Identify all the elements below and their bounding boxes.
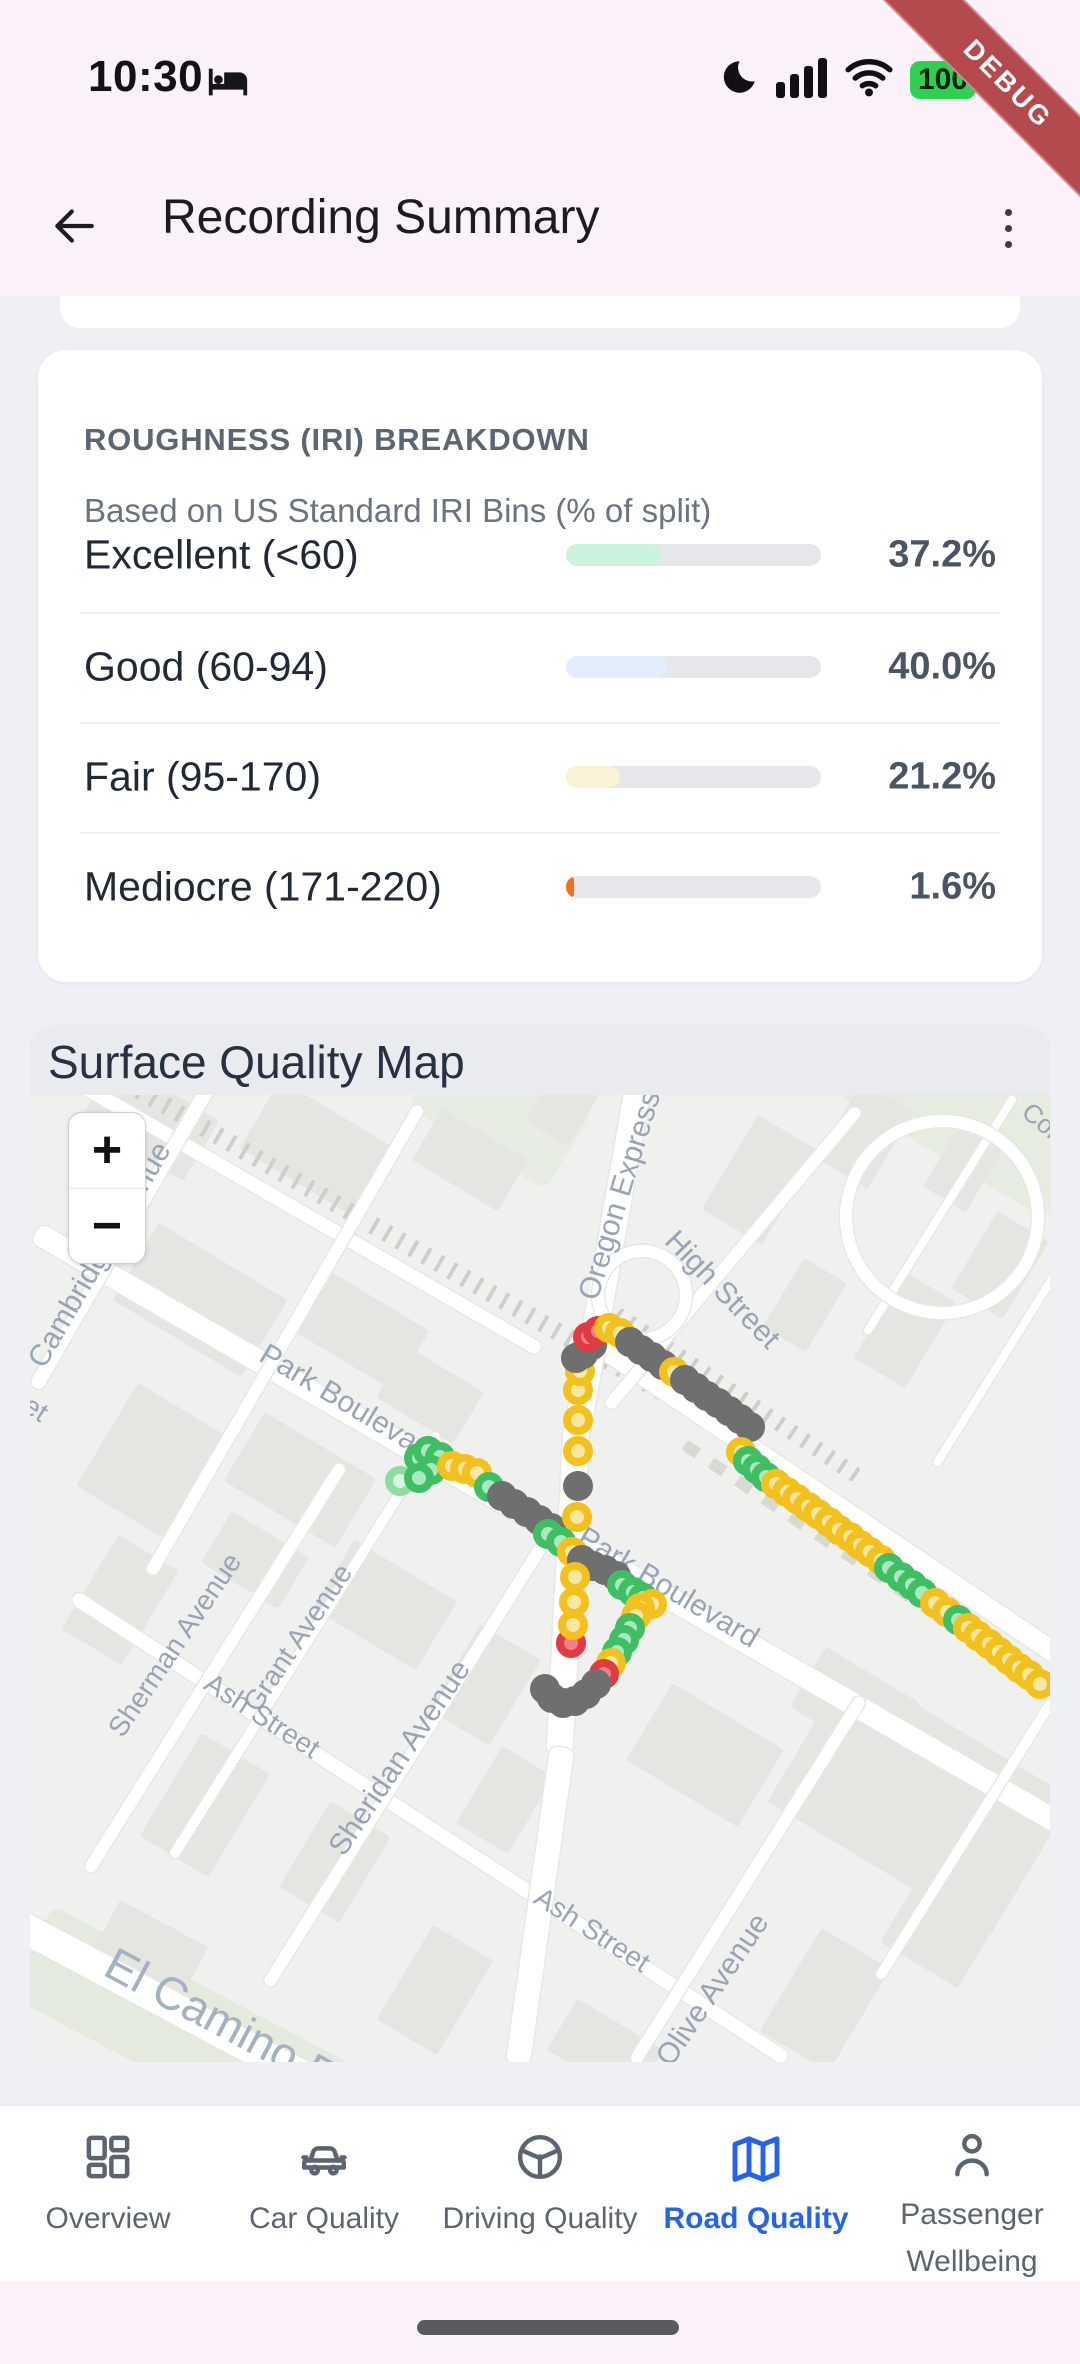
row-divider: [80, 722, 1000, 724]
map-building: [759, 1927, 891, 2062]
roughness-card-title: ROUGHNESS (IRI) BREAKDOWN: [84, 422, 590, 457]
route-point: [1025, 1669, 1050, 1699]
page-title: Recording Summary: [162, 191, 600, 244]
map-building: [76, 1382, 224, 1538]
bin-value: 40.0%: [888, 645, 996, 688]
nav-item-road-quality[interactable]: Road Quality: [648, 2106, 864, 2281]
roughness-row-mediocre: Mediocre (171-220) 1.6%: [84, 832, 996, 942]
do-not-disturb-moon-icon: [718, 56, 760, 103]
nav-item-driving-quality[interactable]: Driving Quality: [432, 2106, 648, 2281]
route-point: [562, 1502, 592, 1532]
overflow-menu-button[interactable]: [988, 198, 1028, 258]
route-point: [558, 1610, 588, 1640]
zoom-out-button[interactable]: −: [91, 1196, 123, 1255]
street-label: Park Boulevard: [571, 1520, 765, 1655]
map-zoom-controls: + −: [68, 1112, 146, 1264]
surface-quality-map[interactable]: Park Boulevard Park Boulevard Oregon Expre…: [30, 1095, 1050, 2062]
bedtime-mode-icon: [205, 62, 251, 107]
clock: 10:30: [88, 52, 204, 101]
bin-value: 1.6%: [909, 865, 996, 908]
map-title: Surface Quality Map: [48, 1036, 465, 1088]
wifi-icon: [844, 56, 894, 103]
roughness-row-excellent: Excellent (<60) 37.2%: [84, 500, 996, 610]
zoom-in-button[interactable]: +: [69, 1113, 145, 1189]
route-point: [404, 1463, 434, 1493]
street-label: Sheridan Avenue: [322, 1653, 478, 1862]
route-point: [563, 1436, 593, 1466]
row-divider: [80, 832, 1000, 834]
roughness-row-fair: Fair (95-170) 21.2%: [84, 722, 996, 832]
roughness-breakdown-card: ROUGHNESS (IRI) BREAKDOWN Based on US St…: [38, 350, 1042, 982]
roughness-row-good: Good (60-94) 40.0%: [84, 612, 996, 722]
progress-bar: [566, 876, 821, 898]
route-point: [563, 1471, 593, 1501]
route-point: [530, 1674, 560, 1704]
map-building: [626, 1682, 784, 1828]
map-ramp-loop: [840, 1115, 1044, 1319]
app-bar: Recording Summary: [0, 176, 1080, 286]
dashboard-icon: [79, 2128, 137, 2186]
cellular-signal-icon: [775, 56, 828, 103]
progress-bar: [566, 766, 821, 788]
status-bar: 10:30: [0, 52, 1080, 112]
bin-value: 37.2%: [888, 533, 996, 576]
back-button[interactable]: [42, 194, 106, 258]
status-and-header-background: 10:30: [0, 0, 1080, 296]
surface-quality-map-card: Surface Quality Map Park Boulevard Park B…: [30, 1025, 1050, 2062]
nav-item-overview[interactable]: Overview: [0, 2106, 216, 2281]
bin-label: Good (60-94): [84, 643, 328, 690]
row-divider: [80, 612, 1000, 614]
map-building: [376, 1924, 494, 2056]
bin-label: Fair (95-170): [84, 753, 321, 800]
route-point: [560, 1562, 590, 1592]
home-indicator[interactable]: [417, 2320, 679, 2335]
bin-value: 21.2%: [888, 755, 996, 798]
previous-card-edge: [60, 296, 1020, 328]
progress-bar: [566, 544, 821, 566]
steering-wheel-icon: [511, 2128, 569, 2186]
bin-label: Mediocre (171-220): [84, 863, 442, 910]
roughness-card-subtitle: Based on US Standard IRI Bins (% of spli…: [84, 492, 712, 529]
nav-item-car-quality[interactable]: Car Quality: [216, 2106, 432, 2281]
nav-item-passenger-wellbeing[interactable]: Passenger Wellbeing: [864, 2106, 1080, 2281]
route-point: [563, 1405, 593, 1435]
car-icon: [295, 2128, 353, 2186]
person-icon: [943, 2128, 1001, 2182]
bin-label: Excellent (<60): [84, 531, 359, 578]
bottom-navigation: Overview Car Quality Driving Quality: [0, 2105, 1080, 2281]
progress-bar: [566, 656, 821, 678]
map-icon: [727, 2128, 785, 2186]
